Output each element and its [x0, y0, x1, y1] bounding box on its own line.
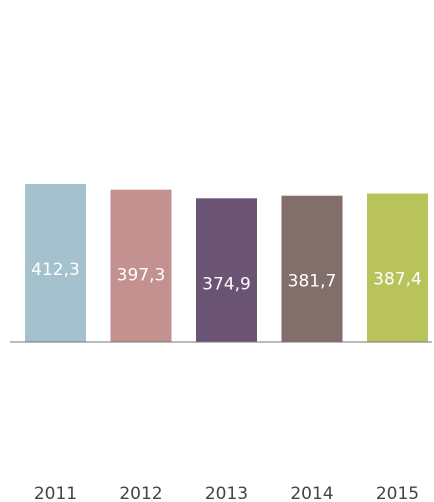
x-axis-tick-labels: 2011 2012 2013 2014 2015 [34, 484, 419, 502]
bar-2012 [110, 189, 172, 342]
bar-2015 [367, 193, 428, 342]
bar-2014 [281, 195, 343, 342]
x-tick-label-2011: 2011 [34, 484, 77, 502]
bar-value-labels: 412,3 397,3 374,9 381,7 387,4 [31, 260, 422, 294]
bar-value-label-2015: 387,4 [373, 270, 422, 290]
bar-value-label-2012: 397,3 [117, 266, 166, 286]
x-tick-label-2015: 2015 [376, 484, 419, 502]
bar-2011 [25, 184, 86, 342]
x-tick-label-2013: 2013 [205, 484, 248, 502]
x-tick-label-2014: 2014 [290, 484, 333, 502]
bar-value-label-2011: 412,3 [31, 260, 80, 280]
bar-2013 [196, 198, 257, 342]
x-tick-label-2012: 2012 [119, 484, 162, 502]
bar-value-label-2013: 374,9 [202, 274, 251, 294]
bars-group [25, 184, 428, 342]
bar-value-label-2014: 381,7 [288, 272, 337, 292]
